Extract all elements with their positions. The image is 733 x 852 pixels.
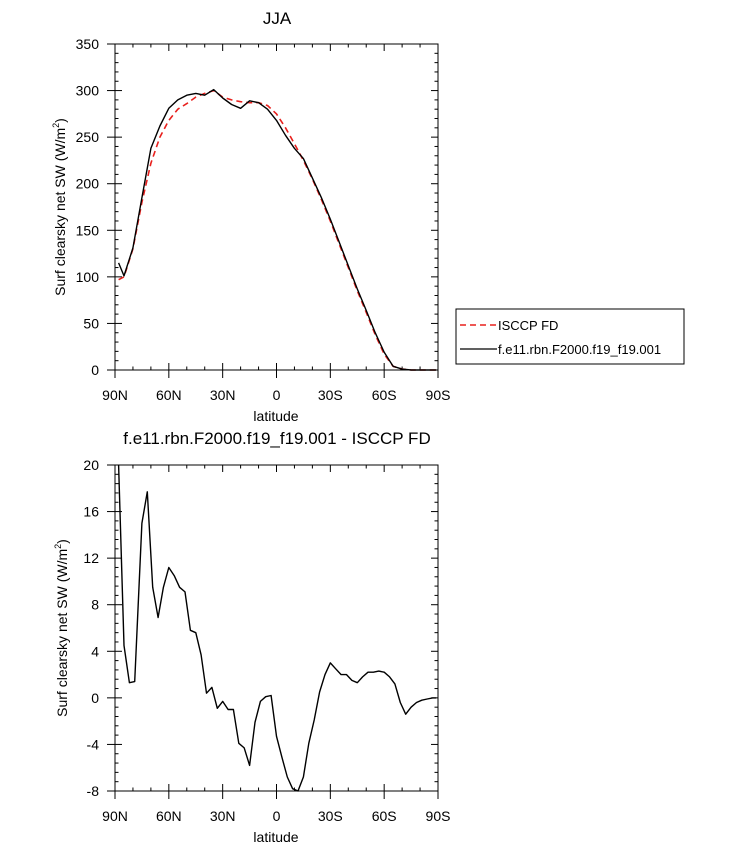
x-tick-label: 0 [273,387,281,403]
x-tick-label: 60N [156,387,182,403]
y-tick-label: 0 [91,362,99,378]
x-tick-label: 60S [372,808,397,824]
x-tick-label: 90S [426,387,451,403]
y-tick-label: 20 [83,457,99,473]
panel-bottom-ticks [107,464,439,799]
x-tick-label: 60N [156,808,182,824]
legend-label-model: f.e11.rbn.F2000.f19_f19.001 [498,342,661,357]
y-tick-label: 150 [76,222,100,238]
x-tick-label: 60S [372,387,397,403]
x-tick-label: 30N [210,387,236,403]
y-tick-label: -8 [87,783,100,799]
panel-top-x-axis-label: latitude [253,408,298,424]
panel-bottom-x-tick-labels: 90N 60N 30N 0 30S 60S 90S [102,808,450,824]
y-tick-label: 100 [76,269,100,285]
y-tick-label: -4 [87,736,100,752]
y-tick-label: 16 [83,504,99,520]
y-tick-label: 12 [83,550,99,566]
panel-bottom: f.e11.rbn.F2000.f19_f19.001 - ISCCP FD -… [53,429,450,845]
panel-bottom-frame [114,464,439,792]
y-tick-label: 0 [91,690,99,706]
panel-bottom-x-axis-label: latitude [253,829,298,845]
panel-top-x-tick-labels: 90N 60N 30N 0 30S 60S 90S [102,387,450,403]
panel-bottom-series [117,464,437,792]
x-tick-label: 30S [318,808,343,824]
x-tick-label: 30S [318,387,343,403]
legend-box [455,308,685,365]
y-tick-label: 200 [76,176,100,192]
series-line-isccp [118,89,437,371]
x-tick-label: 0 [273,808,281,824]
x-tick-label: 90N [102,387,128,403]
series-line-model [117,88,437,371]
y-tick-label: 350 [76,36,100,52]
panel-top-y-tick-labels: 0 50 100 150 200 250 300 350 [76,36,100,378]
legend-label-isccp: ISCCP FD [498,318,558,333]
panel-bottom-y-tick-labels: -8 -4 0 4 8 12 16 20 [83,457,99,799]
y-tick-label: 50 [83,315,99,331]
panel-top-ticks [107,43,439,378]
panel-bottom-title: f.e11.rbn.F2000.f19_f19.001 - ISCCP FD [123,429,430,448]
series-line-model [117,464,437,792]
panel-bottom-y-axis-label: Surf clearsky net SW (W/m2) [53,539,70,717]
x-tick-label: 90N [102,808,128,824]
x-tick-label: 30N [210,808,236,824]
panel-top-y-axis-label: Surf clearsky net SW (W/m2) [51,118,68,296]
panel-top: JJA 0 50 100 150 200 250 300 350 90N 60N 30N 0 30S 6… [51,9,685,424]
y-tick-label: 250 [76,129,100,145]
panel-top-frame [114,43,439,371]
panel-top-series [117,88,437,371]
y-tick-label: 8 [91,597,99,613]
x-tick-label: 90S [426,808,451,824]
y-tick-label: 300 [76,83,100,99]
panel-top-title: JJA [263,9,292,28]
legend: ISCCP FD f.e11.rbn.F2000.f19_f19.001 [455,308,685,365]
y-tick-label: 4 [91,643,99,659]
